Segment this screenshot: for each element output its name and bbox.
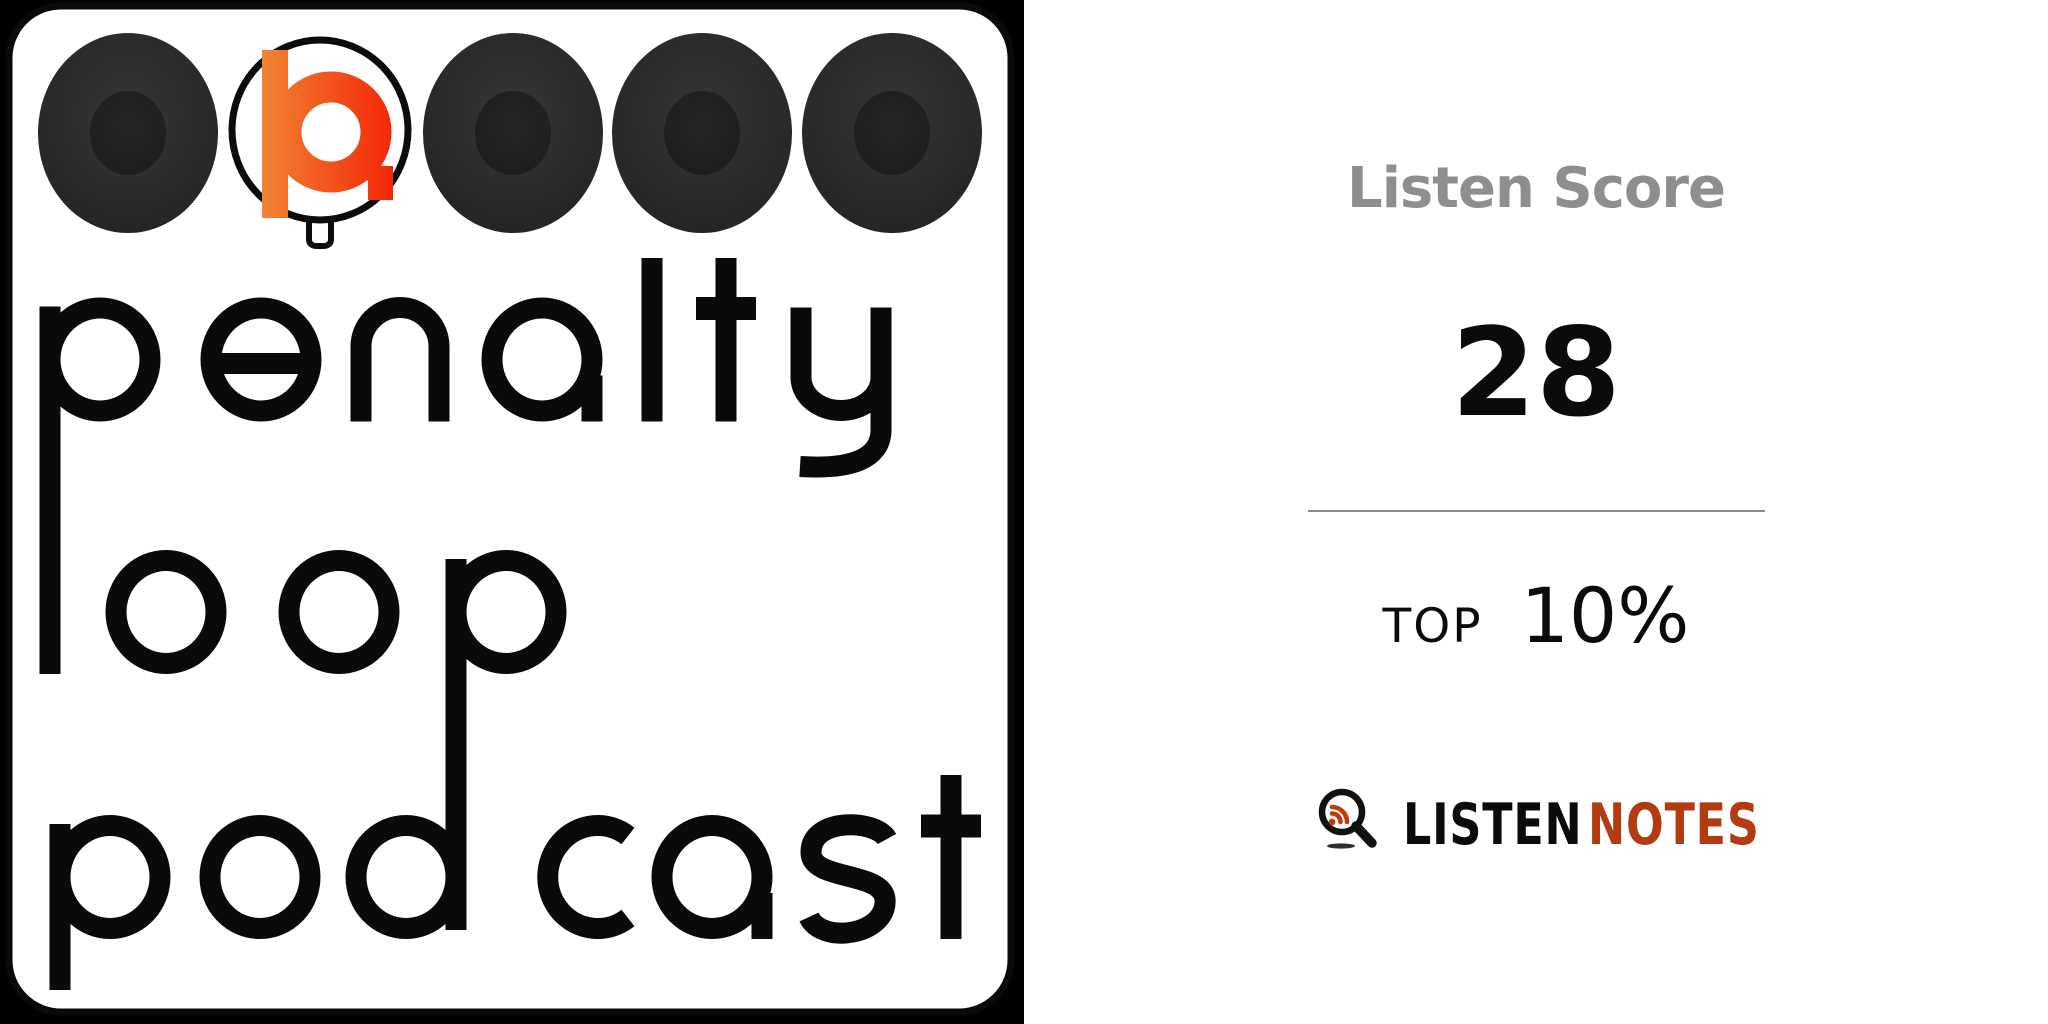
listen-score-panel: Listen Score 28 TOP 10% LISTEN NOTES (1024, 0, 2048, 1024)
brand-b-icon (262, 50, 393, 218)
cover-art-svg (0, 0, 1024, 1024)
listen-notes-logo[interactable]: LISTEN NOTES (1024, 0, 2048, 1024)
podcast-cover-art[interactable] (0, 0, 1024, 1024)
cover-word (39, 258, 892, 674)
target-circle-icon (423, 33, 603, 233)
divider-line (1308, 510, 1765, 512)
top-rank-prefix: TOP (1382, 599, 1483, 654)
balloon-icon (228, 36, 412, 249)
target-circle-icon (612, 33, 792, 233)
top-rank-row: TOP 10% (1024, 578, 2048, 654)
target-circle-icon (38, 33, 218, 233)
cover-wordmark (39, 258, 981, 990)
magnifier-rss-icon (1318, 788, 1377, 849)
listen-score-label: Listen Score (1347, 156, 1726, 221)
target-row (38, 33, 982, 233)
listen-notes-word-notes: NOTES (1588, 792, 1760, 858)
cover-card (5, 2, 1015, 1016)
listen-score-value: 28 (1451, 302, 1621, 444)
target-circle-icon (802, 33, 982, 233)
cover-word (49, 608, 981, 990)
listen-notes-word-listen: LISTEN (1403, 792, 1583, 858)
top-rank-value: 10% (1520, 571, 1690, 660)
magnifier-shadow (1327, 843, 1355, 849)
rss-icon (1329, 804, 1350, 825)
